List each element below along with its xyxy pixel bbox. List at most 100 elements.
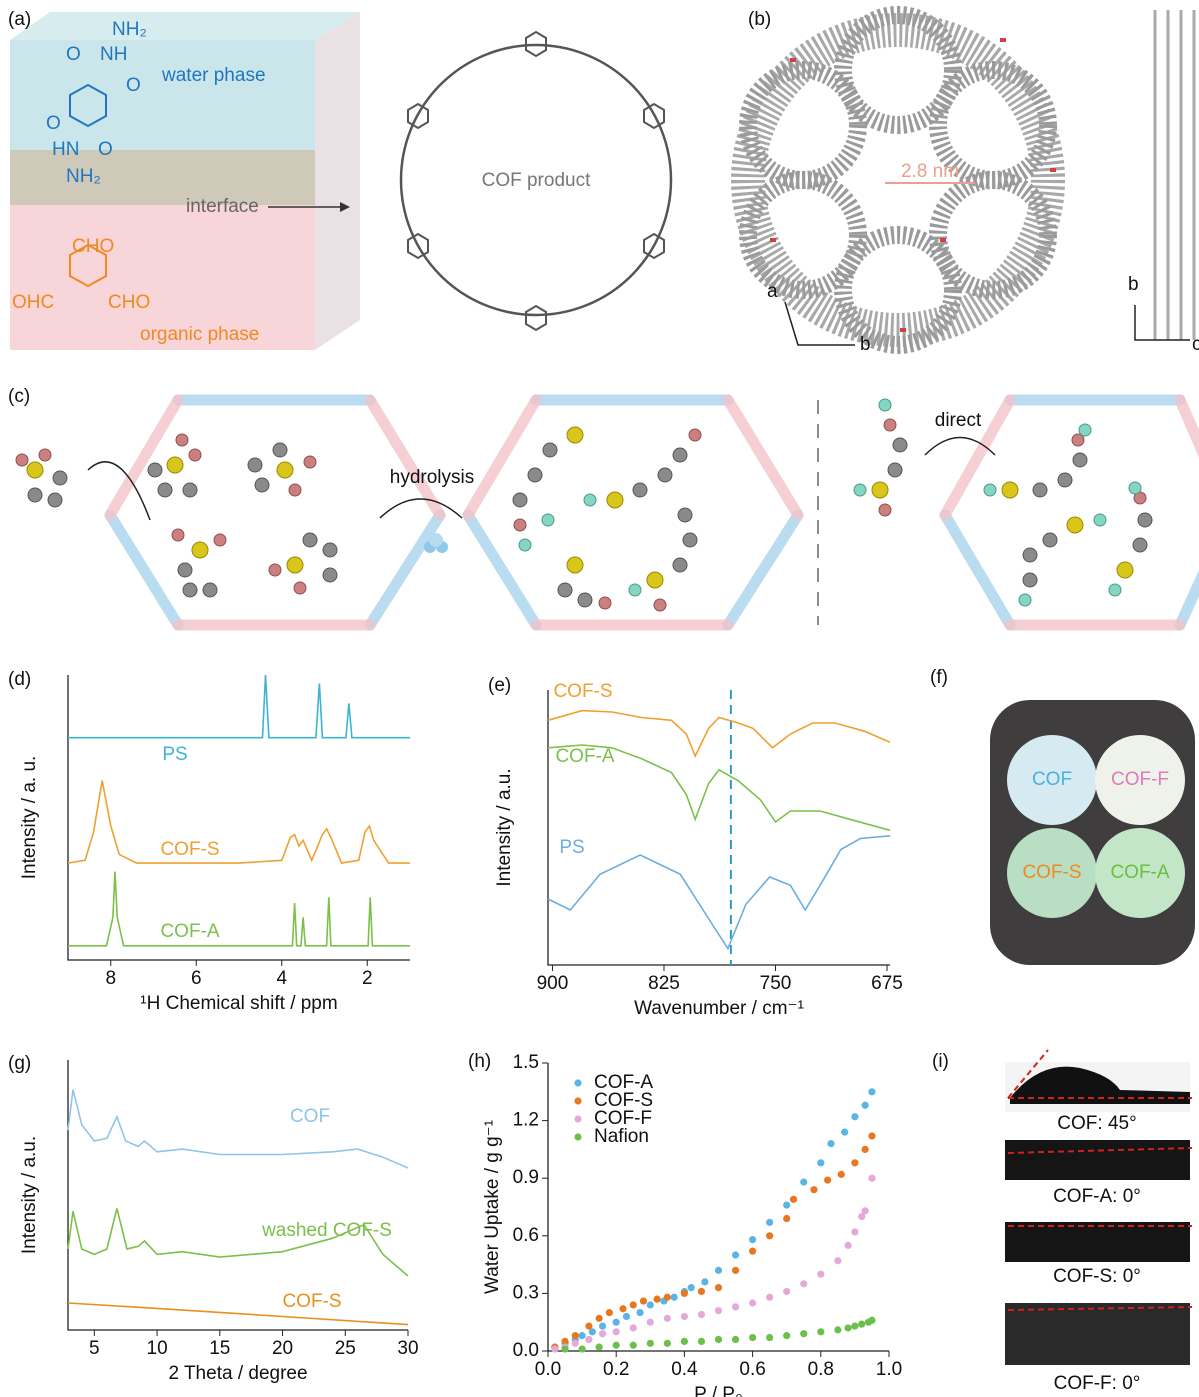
series-label: PS xyxy=(559,837,584,858)
shape xyxy=(429,533,443,547)
data-point xyxy=(681,1338,688,1345)
data-point xyxy=(834,1326,841,1333)
data-point xyxy=(664,1315,671,1322)
shape xyxy=(304,456,316,468)
series-label: washed COF-S xyxy=(261,1220,392,1241)
caption: COF-F: 0° xyxy=(1054,1373,1141,1394)
x-tick-label: 8 xyxy=(105,968,116,989)
shape xyxy=(1058,473,1072,487)
axis-name: b xyxy=(860,334,871,355)
panel-label: (f) xyxy=(930,667,948,688)
shape xyxy=(269,564,281,576)
shape xyxy=(294,582,306,594)
data-point xyxy=(862,1207,869,1214)
shape xyxy=(514,519,526,531)
shape xyxy=(1023,548,1037,562)
x-tick-label: 6 xyxy=(191,968,202,989)
data-point xyxy=(596,1344,603,1351)
data-point xyxy=(844,1324,851,1331)
shape xyxy=(1033,483,1047,497)
data-point xyxy=(800,1178,807,1185)
x-tick-label: 5 xyxy=(89,1338,100,1359)
cof-product: COF product xyxy=(482,170,591,191)
shape xyxy=(633,483,647,497)
shape xyxy=(158,483,172,497)
data-point xyxy=(630,1324,637,1331)
x-tick-label: 825 xyxy=(648,973,680,994)
atom: NH xyxy=(100,44,127,65)
shape xyxy=(893,438,907,452)
hexagon-edge xyxy=(945,400,1199,625)
x-tick-label: 675 xyxy=(871,973,903,994)
panel-b: (b) 2.8 nm a b b c xyxy=(748,9,1199,355)
atom: NH₂ xyxy=(112,19,147,40)
photo xyxy=(1005,1140,1190,1180)
data-point xyxy=(664,1340,671,1347)
x-axis-label: 2 Theta / degree xyxy=(168,1363,307,1384)
x-tick-label: 30 xyxy=(397,1338,418,1359)
data-point xyxy=(599,1330,606,1337)
data-point xyxy=(766,1334,773,1341)
x-tick-label: 25 xyxy=(335,1338,356,1359)
legend-label: Nafion xyxy=(594,1126,649,1147)
series-label: COF-S xyxy=(553,681,612,702)
shape xyxy=(542,514,554,526)
data-point xyxy=(851,1113,858,1120)
data-point xyxy=(647,1301,654,1308)
data-point xyxy=(766,1232,773,1239)
data-point xyxy=(613,1342,620,1349)
legend-marker xyxy=(574,1097,581,1104)
data-point xyxy=(862,1102,869,1109)
step-label: direct xyxy=(935,410,982,431)
shape xyxy=(673,448,687,462)
data-point xyxy=(817,1328,824,1335)
x-tick-label: 4 xyxy=(276,968,287,989)
shape xyxy=(647,572,663,588)
panel-f: (f) COF COF-F COF-S COF-A xyxy=(930,667,1195,965)
shape xyxy=(678,508,692,522)
data-point xyxy=(868,1175,875,1182)
shape xyxy=(287,557,303,573)
shape xyxy=(255,478,269,492)
data-point xyxy=(630,1301,637,1308)
shape xyxy=(854,484,866,496)
x-tick-label: 0.2 xyxy=(603,1359,629,1380)
shape xyxy=(189,449,201,461)
caption: COF-A: 0° xyxy=(1053,1186,1141,1207)
x-tick-label: 15 xyxy=(209,1338,230,1359)
step-label: hydrolysis xyxy=(390,467,474,488)
data-point xyxy=(698,1338,705,1345)
shape xyxy=(607,492,623,508)
shape xyxy=(39,449,51,461)
data-point xyxy=(844,1242,851,1249)
x-tick-label: 0.0 xyxy=(535,1359,561,1380)
panel-label: (e) xyxy=(488,675,511,696)
panel-a: (a) NH₂ NH O O O HN O NH₂ water phase in… xyxy=(8,9,671,350)
data-point xyxy=(599,1322,606,1329)
shape xyxy=(654,599,666,611)
shape xyxy=(277,462,293,478)
x-tick-label: 0.4 xyxy=(671,1359,698,1380)
x-axis-label: ¹H Chemical shift / ppm xyxy=(140,993,337,1014)
data-point xyxy=(579,1332,586,1339)
data-point xyxy=(654,1296,661,1303)
shape xyxy=(984,484,996,496)
panel-c: (c) hydrolysis direct xyxy=(8,386,1199,625)
y-tick-label: 1.2 xyxy=(513,1110,539,1131)
spectrum-line xyxy=(68,872,410,946)
y-tick-label: 1.5 xyxy=(513,1052,539,1073)
box-side xyxy=(315,12,360,350)
caption: COF: 45° xyxy=(1057,1113,1136,1134)
data-point xyxy=(585,1322,592,1329)
series-label: COF-S xyxy=(160,839,219,860)
data-point xyxy=(868,1317,875,1324)
data-point xyxy=(572,1340,579,1347)
shape xyxy=(48,493,62,507)
data-point xyxy=(585,1336,592,1343)
disc-label: COF xyxy=(1032,769,1072,790)
shape xyxy=(879,399,891,411)
data-point xyxy=(732,1303,739,1310)
data-point xyxy=(636,1309,643,1316)
shape xyxy=(872,482,888,498)
legend-marker xyxy=(574,1115,581,1122)
